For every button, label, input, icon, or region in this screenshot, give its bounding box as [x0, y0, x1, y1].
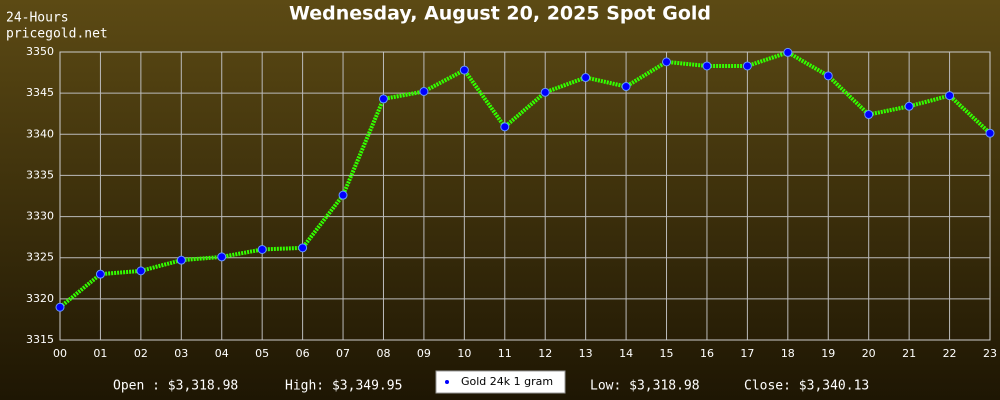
data-point — [540, 87, 550, 97]
x-tick-label: 22 — [943, 347, 957, 360]
data-point — [783, 47, 793, 57]
data-point — [985, 128, 995, 138]
data-point — [581, 73, 591, 83]
period-label: 24-Hours — [6, 11, 69, 26]
data-point — [945, 91, 955, 101]
x-tick-label: 18 — [781, 347, 795, 360]
x-tick-label: 21 — [902, 347, 916, 360]
x-tick-label: 04 — [215, 347, 229, 360]
x-tick-label: 08 — [376, 347, 390, 360]
stat-label: High: $3,349.95 — [285, 379, 402, 394]
x-tick-label: 07 — [336, 347, 350, 360]
data-point — [459, 65, 469, 75]
x-tick-label: 09 — [417, 347, 431, 360]
data-point — [55, 302, 65, 312]
data-point — [378, 94, 388, 104]
x-tick-label: 12 — [538, 347, 552, 360]
legend-box — [435, 370, 566, 394]
x-tick-label: 14 — [619, 347, 633, 360]
plot-border — [59, 51, 991, 341]
data-point — [621, 82, 631, 92]
x-tick-label: 17 — [740, 347, 754, 360]
data-point — [338, 190, 348, 200]
x-tick-label: 16 — [700, 347, 714, 360]
x-tick-label: 02 — [134, 347, 148, 360]
data-point — [298, 243, 308, 253]
source-label: pricegold.net — [6, 27, 108, 42]
y-tick-label: 3350 — [26, 45, 54, 58]
x-tick-label: 23 — [983, 347, 997, 360]
data-point — [904, 101, 914, 111]
stat-label: Low: $3,318.98 — [590, 379, 700, 394]
x-tick-label: 13 — [579, 347, 593, 360]
stat-label: Close: $3,340.13 — [744, 379, 869, 394]
x-tick-label: 00 — [53, 347, 67, 360]
y-tick-label: 3330 — [26, 210, 54, 223]
x-tick-label: 11 — [498, 347, 512, 360]
y-tick-label: 3320 — [26, 292, 54, 305]
data-point — [823, 71, 833, 81]
data-point — [95, 269, 105, 279]
series-line — [58, 50, 992, 309]
y-tick-label: 3345 — [26, 86, 54, 99]
x-tick-label: 10 — [457, 347, 471, 360]
stat-label: Open : $3,318.98 — [113, 379, 238, 394]
legend-marker — [445, 380, 449, 384]
x-tick-label: 06 — [296, 347, 310, 360]
data-point — [662, 57, 672, 67]
data-point — [419, 86, 429, 96]
y-tick-label: 3335 — [26, 168, 54, 181]
data-point — [742, 61, 752, 71]
x-tick-label: 05 — [255, 347, 269, 360]
data-point — [702, 61, 712, 71]
data-point — [864, 110, 874, 120]
data-point — [257, 244, 267, 254]
data-point — [217, 252, 227, 262]
y-tick-label: 3325 — [26, 251, 54, 264]
x-tick-label: 20 — [862, 347, 876, 360]
legend-label: Gold 24k 1 gram — [461, 375, 553, 388]
x-tick-label: 03 — [174, 347, 188, 360]
data-point — [500, 122, 510, 132]
x-tick-label: 15 — [660, 347, 674, 360]
y-tick-label: 3340 — [26, 127, 54, 140]
x-tick-label: 01 — [93, 347, 107, 360]
y-tick-label: 3315 — [26, 333, 54, 346]
data-point — [136, 266, 146, 276]
chart-title: Wednesday, August 20, 2025 Spot Gold — [289, 3, 711, 25]
data-point — [176, 255, 186, 265]
x-tick-label: 19 — [821, 347, 835, 360]
